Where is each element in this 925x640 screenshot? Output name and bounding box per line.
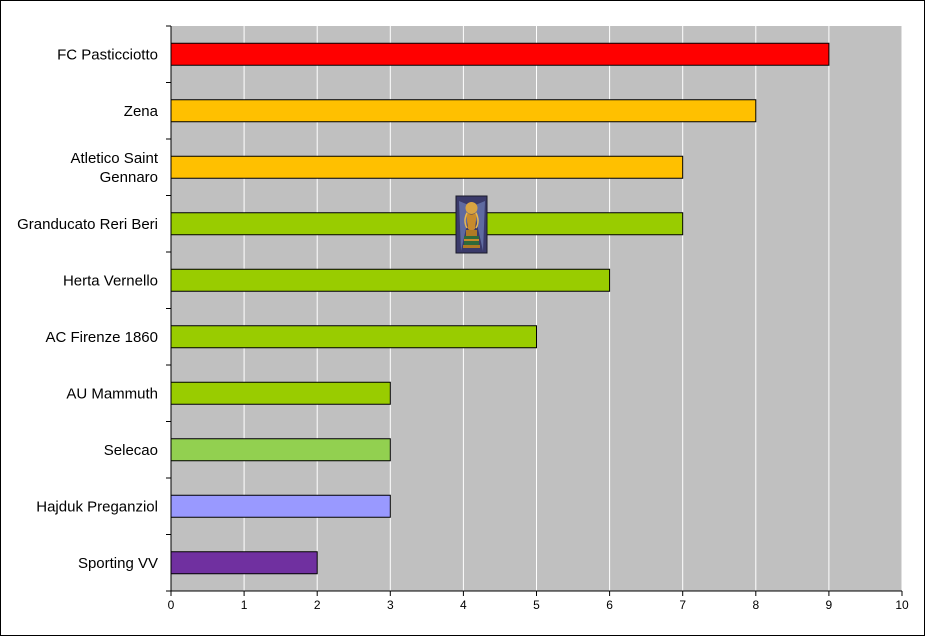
x-tick-label: 4 bbox=[460, 598, 467, 612]
category-label: Atletico Saint Gennaro bbox=[70, 150, 158, 186]
x-tick-label: 6 bbox=[606, 598, 613, 612]
category-label: Sporting VV bbox=[78, 555, 158, 572]
category-label: Zena bbox=[124, 103, 159, 120]
bar bbox=[170, 494, 391, 518]
bar bbox=[170, 212, 684, 236]
bar bbox=[170, 325, 537, 349]
bar bbox=[170, 381, 391, 405]
category-label: FC Pasticciotto bbox=[57, 46, 158, 63]
bar bbox=[170, 155, 684, 179]
x-tick-label: 0 bbox=[168, 598, 175, 612]
x-tick-label: 8 bbox=[752, 598, 759, 612]
bar bbox=[170, 438, 391, 462]
x-tick-labels: 0 1 2 3 4 5 6 7 8 9 10 bbox=[168, 598, 909, 612]
x-tick-label: 7 bbox=[679, 598, 686, 612]
x-tick-label: 2 bbox=[314, 598, 321, 612]
category-labels: FC Pasticciotto Zena Atletico Saint Gennaro… bbox=[17, 46, 159, 572]
x-tick-label: 1 bbox=[241, 598, 248, 612]
bars bbox=[170, 42, 830, 575]
category-label: AC Firenze 1860 bbox=[45, 329, 158, 346]
x-tick-label: 3 bbox=[387, 598, 394, 612]
category-label: Herta Vernello bbox=[63, 272, 158, 289]
x-tick-label: 9 bbox=[826, 598, 833, 612]
bar bbox=[170, 268, 611, 292]
bar bbox=[170, 42, 830, 66]
bar bbox=[170, 551, 318, 575]
x-tick-label: 5 bbox=[533, 598, 540, 612]
x-tick-label: 10 bbox=[895, 598, 909, 612]
category-label: Selecao bbox=[104, 442, 158, 459]
trophy-icon bbox=[455, 195, 488, 254]
category-label: AU Mammuth bbox=[66, 385, 158, 402]
category-label: Hajduk Preganziol bbox=[36, 498, 158, 515]
axes bbox=[166, 25, 903, 596]
bar bbox=[170, 99, 757, 123]
category-label: Granducato Reri Beri bbox=[17, 216, 158, 233]
